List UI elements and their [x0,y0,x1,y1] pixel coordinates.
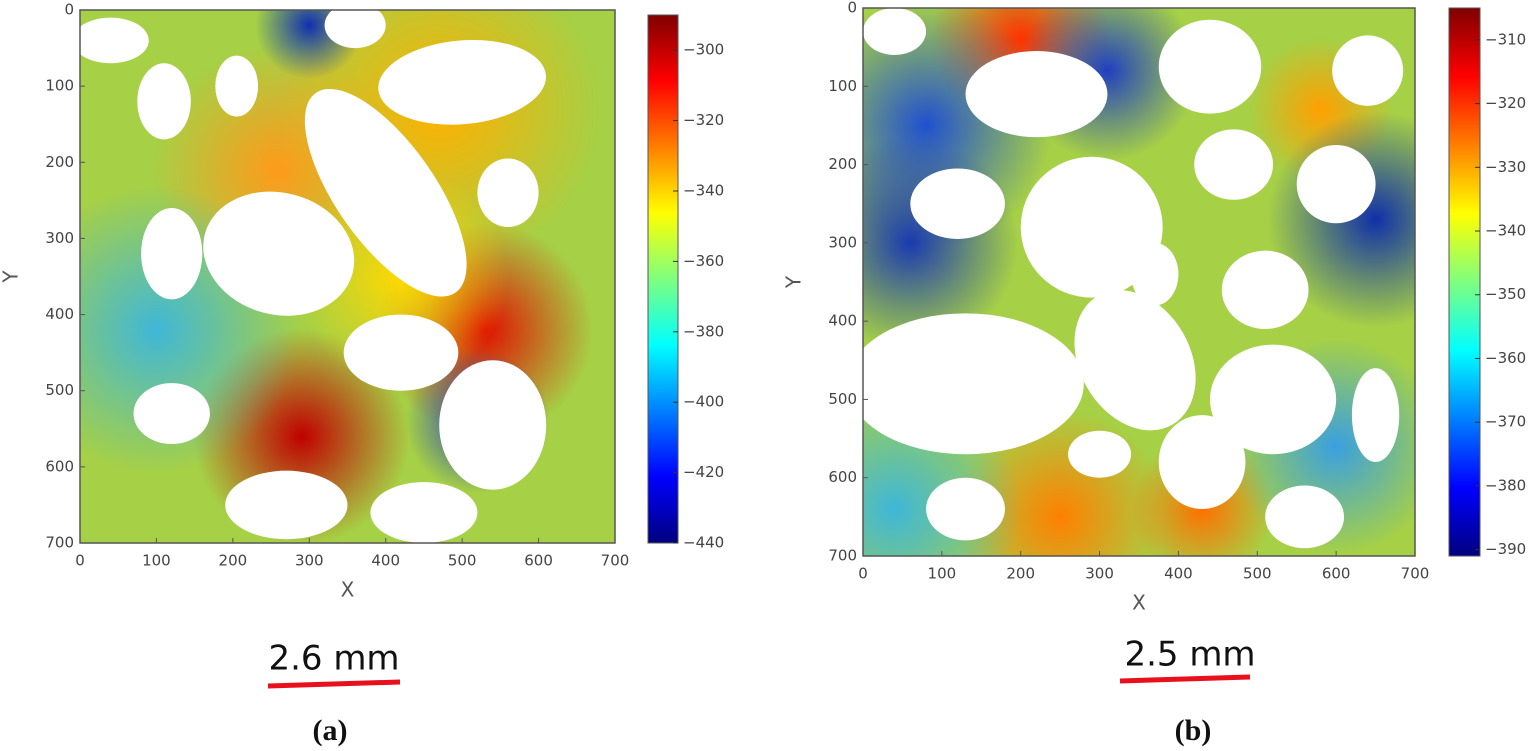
grain [1221,250,1309,329]
x-tick-label: 100 [928,565,957,583]
grain [304,88,467,297]
y-tick-label: 0 [847,0,857,17]
x-tick-label: 400 [1164,565,1193,583]
x-tick-label: 600 [1322,565,1351,583]
colorbar-tick-label: −340 [683,182,724,200]
grain [80,17,149,64]
y-tick-label: 300 [45,229,74,247]
grain [1209,344,1337,455]
colorbar-tick-label: −380 [1485,476,1526,494]
panel-label: (a) [313,714,348,747]
grain [1158,415,1246,510]
y-tick-label: 100 [828,77,857,95]
grain [1194,129,1274,200]
grain [133,383,210,445]
x-tick-label: 300 [295,552,324,570]
colorbar-tick-label: −310 [1485,30,1526,48]
colorbar-tick-label: −360 [683,252,724,270]
colorbar-tick-label: −390 [1485,540,1526,558]
y-axis-label: Y [0,270,23,284]
grain [863,313,1084,455]
grain [477,158,539,228]
grain [324,10,386,49]
grain [1020,156,1163,298]
plot-frame [862,7,1416,557]
x-tick-label: 200 [1006,565,1035,583]
grain [1265,485,1345,549]
y-tick-label: 100 [45,77,74,95]
colorbar-tick-label: −370 [1485,413,1526,431]
y-tick-label: 400 [828,312,857,330]
grain [863,8,927,55]
y-tick-label: 500 [45,381,74,399]
x-tick-label: 600 [524,552,553,570]
grain [378,39,546,125]
grain [926,477,1005,541]
grain [137,63,191,140]
grain [1074,290,1196,431]
x-axis-label: X [1132,591,1146,615]
field [80,10,615,543]
grain [1131,242,1179,306]
x-tick-label: 300 [1085,565,1114,583]
colorbar-tick-label: −360 [1485,349,1526,367]
x-tick-label: 500 [1243,565,1272,583]
y-tick-label: 0 [64,1,74,19]
y-tick-label: 500 [828,390,857,408]
colorbar-tick-label: −420 [683,463,724,481]
y-tick-label: 700 [828,547,857,565]
grain [910,168,1005,239]
grain [1332,35,1404,106]
scale-bar [267,679,401,689]
grain [1296,145,1376,224]
x-tick-label: 0 [75,552,85,570]
y-tick-label: 600 [828,468,857,486]
x-axis-label: X [341,578,355,602]
scale-bar-label: 2.5 mm [1124,635,1255,675]
x-tick-label: 700 [1401,565,1430,583]
x-tick-label: 100 [142,552,171,570]
y-tick-label: 300 [828,233,857,251]
panel-label: (b) [1175,714,1212,747]
x-tick-label: 400 [371,552,400,570]
y-tick-label: 700 [45,534,74,552]
x-tick-label: 700 [601,552,630,570]
y-tick-label: 200 [45,153,74,171]
colorbar-tick-label: −400 [683,393,724,411]
grain [215,55,259,117]
grain [1351,368,1400,463]
grain [225,470,348,540]
grain [439,360,547,490]
colorbar-tick-label: −380 [683,322,724,340]
grain [141,207,203,300]
field [863,8,1415,556]
colorbar-tick-label: −330 [1485,158,1526,176]
y-axis-label: Y [782,275,806,289]
scale-bar [1119,674,1251,684]
scale-bar-label: 2.6 mm [268,639,399,679]
y-tick-label: 400 [45,305,74,323]
x-tick-label: 500 [448,552,477,570]
y-tick-label: 600 [45,457,74,475]
colorbar [1448,7,1481,557]
colorbar [647,14,679,544]
colorbar-tick-label: −350 [1485,285,1526,303]
grain [370,482,478,543]
x-tick-label: 200 [219,552,248,570]
x-tick-label: 0 [858,565,868,583]
colorbar-tick-label: −300 [683,41,724,59]
colorbar-tick-label: −320 [683,111,724,129]
grain [343,314,459,391]
grain [203,191,355,316]
colorbar-tick-label: −320 [1485,94,1526,112]
plot-frame [79,9,616,544]
colorbar-tick-label: −340 [1485,222,1526,240]
grain [1068,430,1132,478]
grain [1158,19,1262,114]
colorbar-tick-label: −440 [683,534,724,552]
y-tick-label: 200 [828,155,857,173]
grain [965,51,1108,138]
